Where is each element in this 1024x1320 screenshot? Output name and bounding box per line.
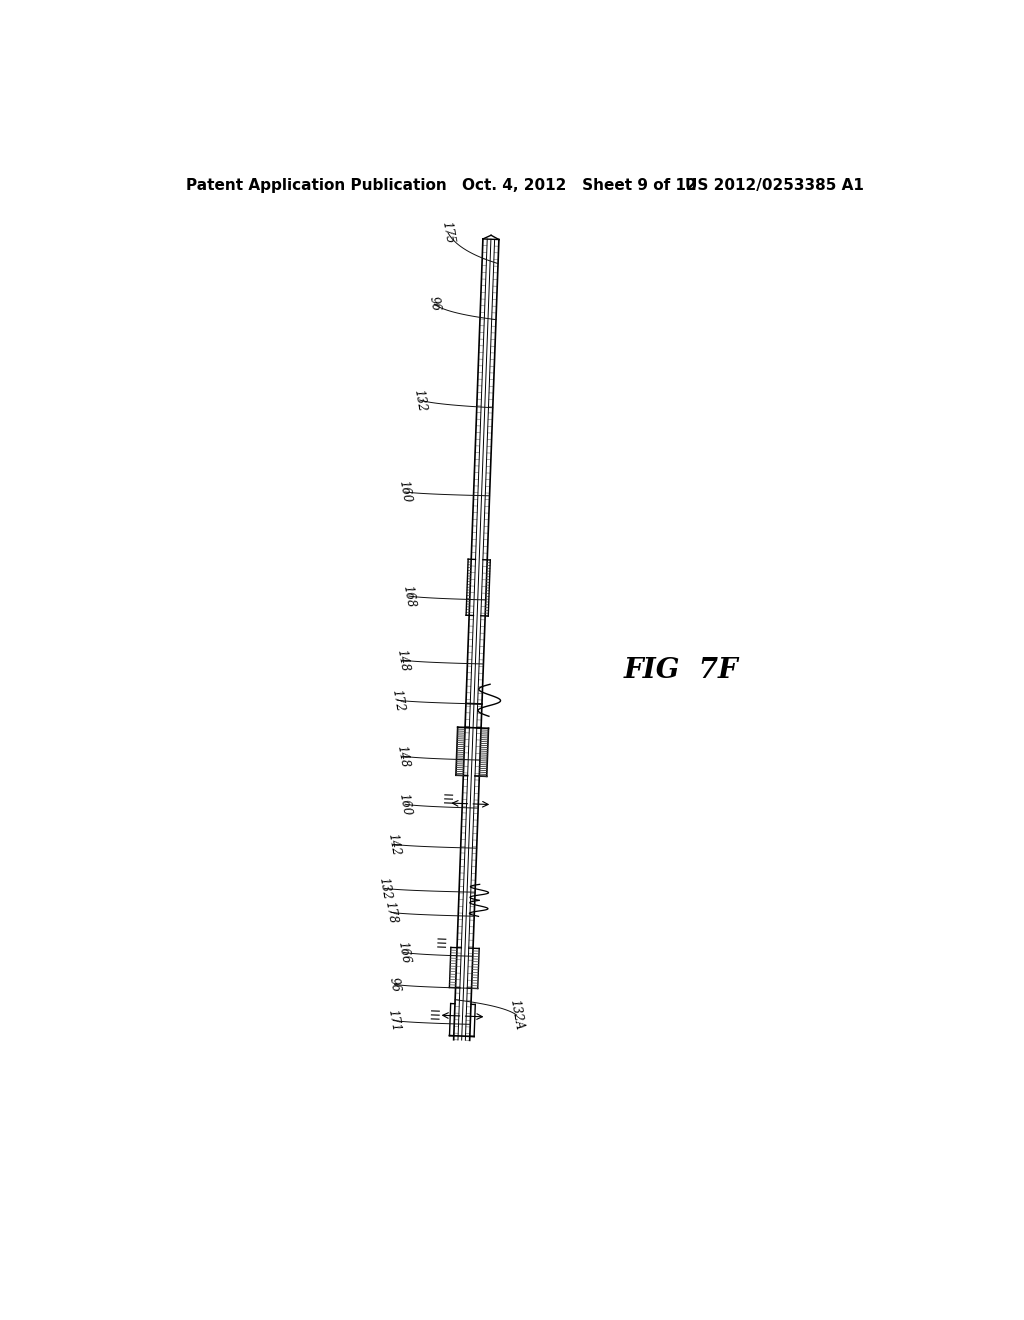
Text: 96: 96 (427, 296, 442, 313)
Text: Patent Application Publication: Patent Application Publication (186, 178, 446, 193)
Text: 148: 148 (394, 744, 412, 768)
Text: 160: 160 (396, 479, 414, 504)
Text: US 2012/0253385 A1: US 2012/0253385 A1 (685, 178, 863, 193)
Text: 175: 175 (439, 220, 457, 246)
Text: FIG  7F: FIG 7F (624, 657, 738, 684)
Text: 168: 168 (400, 583, 417, 609)
Text: 166: 166 (395, 940, 412, 965)
Text: 132: 132 (412, 388, 428, 412)
Text: 160: 160 (396, 792, 414, 817)
Text: 172: 172 (389, 688, 406, 713)
Text: 142: 142 (385, 832, 401, 857)
Text: 132: 132 (376, 876, 392, 900)
Text: 171: 171 (385, 1008, 401, 1032)
Text: Oct. 4, 2012   Sheet 9 of 12: Oct. 4, 2012 Sheet 9 of 12 (462, 178, 696, 193)
Text: 148: 148 (394, 648, 411, 672)
Text: 132A: 132A (508, 999, 525, 1031)
Text: 96: 96 (387, 975, 402, 993)
Text: 178: 178 (383, 900, 399, 924)
